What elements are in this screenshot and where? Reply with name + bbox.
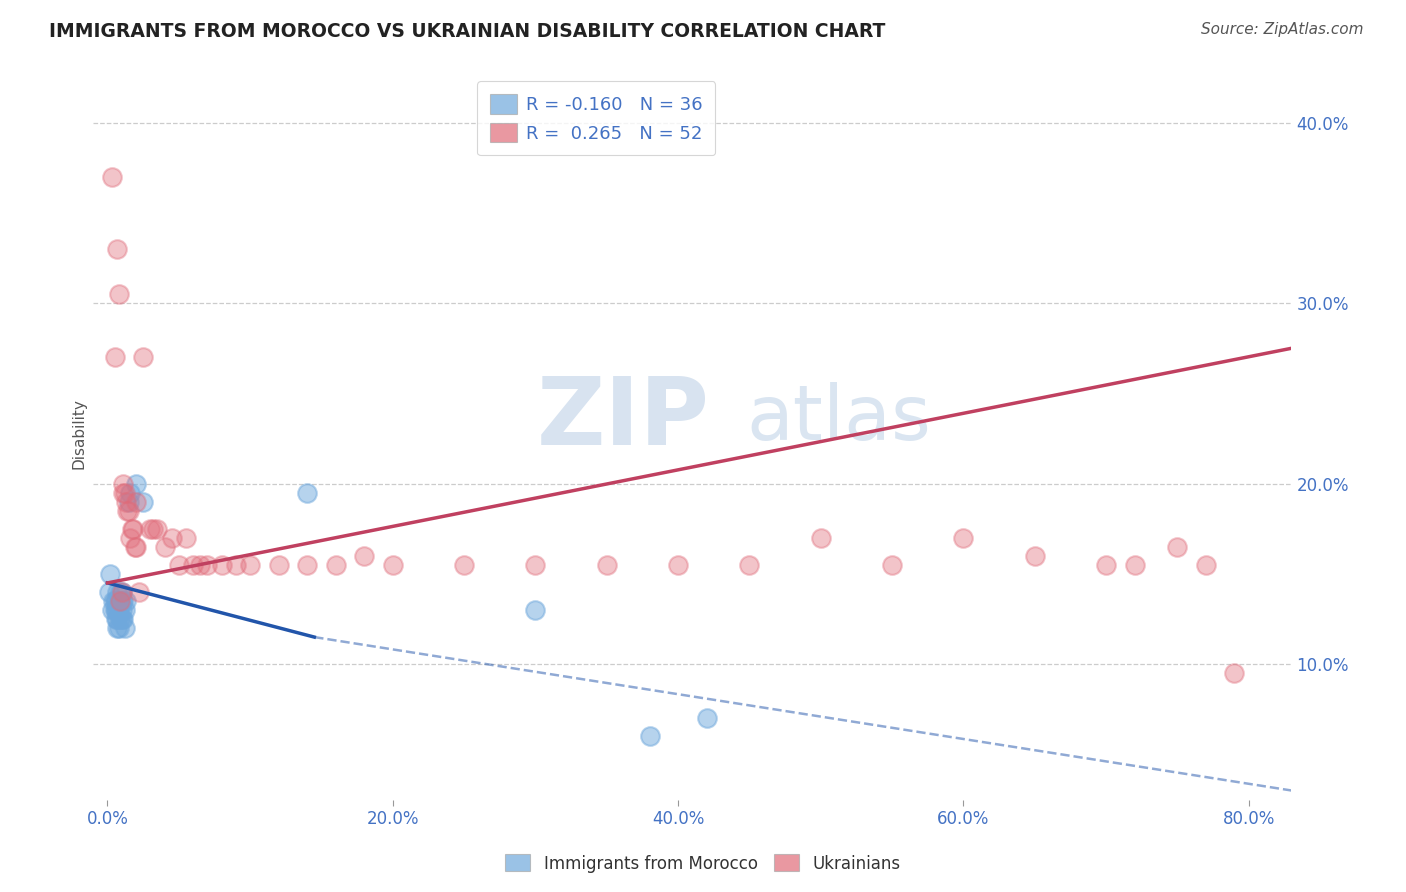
Point: [107, 621, 129, 635]
Point: [108, 287, 131, 301]
Point: [111, 594, 134, 608]
Point: [111, 585, 134, 599]
Point: [146, 522, 169, 536]
Point: [381, 558, 404, 572]
Point: [132, 351, 155, 365]
Point: [952, 531, 974, 545]
Point: [122, 522, 145, 536]
Point: [524, 558, 547, 572]
Point: [132, 494, 155, 508]
Point: [103, 603, 125, 617]
Point: [111, 585, 134, 599]
Point: [110, 594, 132, 608]
Text: IMMIGRANTS FROM MOROCCO VS UKRAINIAN DISABILITY CORRELATION CHART: IMMIGRANTS FROM MOROCCO VS UKRAINIAN DIS…: [49, 22, 886, 41]
Legend: R = -0.160   N = 36, R =  0.265   N = 52: R = -0.160 N = 36, R = 0.265 N = 52: [478, 81, 716, 155]
Point: [195, 558, 218, 572]
Point: [98, 566, 121, 581]
Point: [880, 558, 903, 572]
Point: [107, 585, 129, 599]
Point: [596, 558, 619, 572]
Point: [295, 485, 318, 500]
Point: [115, 594, 138, 608]
Point: [211, 558, 233, 572]
Point: [325, 558, 347, 572]
Point: [267, 558, 290, 572]
Point: [114, 603, 136, 617]
Point: [112, 485, 135, 500]
Point: [696, 711, 718, 725]
Point: [107, 242, 129, 256]
Point: [1024, 549, 1046, 563]
Point: [108, 603, 131, 617]
Point: [121, 522, 143, 536]
Point: [124, 540, 146, 554]
Point: [115, 494, 138, 508]
Point: [125, 540, 148, 554]
Point: [188, 558, 211, 572]
Point: [107, 612, 129, 626]
Point: [125, 494, 148, 508]
Point: [153, 540, 176, 554]
Y-axis label: Disability: Disability: [72, 399, 86, 469]
Point: [1195, 558, 1218, 572]
Point: [105, 612, 128, 626]
Point: [97, 585, 120, 599]
Text: atlas: atlas: [747, 383, 931, 457]
Point: [353, 549, 375, 563]
Point: [100, 603, 122, 617]
Point: [142, 522, 165, 536]
Point: [111, 603, 134, 617]
Point: [524, 603, 547, 617]
Point: [174, 531, 197, 545]
Text: Source: ZipAtlas.com: Source: ZipAtlas.com: [1201, 22, 1364, 37]
Point: [100, 169, 122, 184]
Point: [120, 531, 142, 545]
Point: [1223, 666, 1246, 681]
Point: [1123, 558, 1146, 572]
Point: [112, 476, 135, 491]
Point: [1095, 558, 1118, 572]
Point: [181, 558, 204, 572]
Point: [110, 612, 132, 626]
Point: [638, 730, 661, 744]
Point: [160, 531, 183, 545]
Point: [225, 558, 247, 572]
Point: [125, 476, 148, 491]
Point: [101, 594, 124, 608]
Point: [108, 594, 131, 608]
Point: [108, 621, 131, 635]
Point: [295, 558, 318, 572]
Point: [107, 603, 129, 617]
Point: [111, 612, 134, 626]
Point: [117, 504, 139, 518]
Point: [1166, 540, 1188, 554]
Point: [666, 558, 689, 572]
Point: [128, 585, 150, 599]
Point: [453, 558, 475, 572]
Point: [105, 594, 128, 608]
Text: ZIP: ZIP: [537, 374, 710, 466]
Point: [118, 494, 141, 508]
Point: [103, 351, 125, 365]
Point: [105, 603, 128, 617]
Point: [112, 612, 135, 626]
Point: [110, 585, 132, 599]
Point: [110, 594, 132, 608]
Point: [139, 522, 162, 536]
Legend: Immigrants from Morocco, Ukrainians: Immigrants from Morocco, Ukrainians: [499, 847, 907, 880]
Point: [167, 558, 190, 572]
Point: [114, 621, 136, 635]
Point: [239, 558, 262, 572]
Point: [114, 485, 136, 500]
Point: [120, 485, 142, 500]
Point: [103, 594, 125, 608]
Point: [738, 558, 761, 572]
Point: [118, 504, 141, 518]
Point: [810, 531, 832, 545]
Point: [112, 594, 135, 608]
